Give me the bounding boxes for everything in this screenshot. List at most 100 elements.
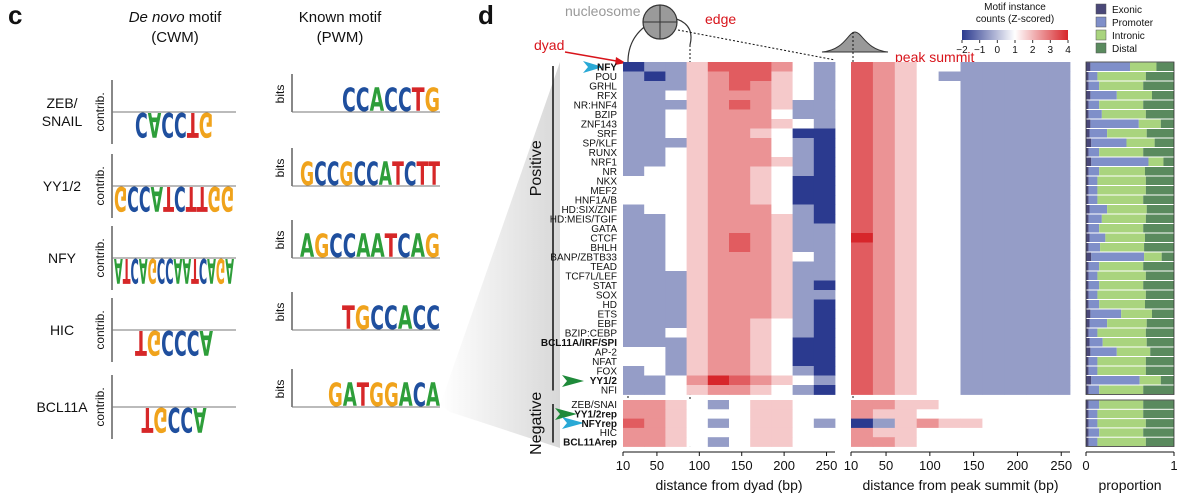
heatmap-cell [665,409,687,419]
heatmap-cell [623,418,645,429]
proportion-bar [1161,252,1174,261]
heatmap-cell [894,356,918,367]
x-tick-label: 10 [844,458,858,473]
heatmap-cell [792,347,815,357]
heatmap-cell [750,166,772,177]
proportion-bar [1086,271,1089,280]
heatmap-cell [686,185,709,196]
heatmap-cell [750,71,772,82]
logo-letter: A [426,377,440,414]
heatmap-cell [982,242,1005,253]
heatmap-cell [771,427,793,438]
heatmap-cell [644,90,666,101]
heatmap-cell [1004,71,1027,82]
heatmap-cell [771,242,793,253]
motif-name: YY1/2 [43,178,81,194]
heatmap-cell [982,280,1005,291]
proportion-bar [1086,176,1089,185]
heatmap-cell [665,356,687,367]
heatmap-cell [1004,400,1027,410]
heatmap-cell [729,356,751,367]
heatmap-cell [750,138,772,148]
logo-letter: C [165,250,173,289]
heatmap-cell [938,242,961,253]
heatmap-cell [813,147,836,158]
proportion-bar [1097,271,1146,280]
heatmap-cell [729,166,751,177]
heatmap-cell [750,299,772,310]
pwm-subtitle: (PWM) [317,29,364,46]
logo-letter: A [379,156,393,193]
heatmap-cell [792,195,815,205]
proportion-bar [1097,176,1146,185]
heatmap-cell [707,147,730,158]
heatmap-cell [894,138,918,148]
heatmap-cell [707,214,730,224]
row-label: NR:HNF4 [574,100,618,111]
heatmap-cell [644,427,666,438]
bar-frame [1085,399,1175,447]
proportion-bar [1099,100,1144,109]
heatmap-cell [686,195,709,205]
heatmap-cell [982,81,1005,91]
heatmap-cell [982,400,1005,410]
logo-letter: G [425,228,440,265]
heatmap-cell [771,214,793,224]
heatmap-cell [1004,128,1027,139]
bar-frame [1085,61,1175,395]
heatmap-cell [686,242,709,253]
heatmap-cell [729,271,751,281]
heatmap-cell [1048,299,1071,310]
heatmap-cell [916,195,939,205]
heatmap-cell [851,328,874,338]
heatmap-cell [1004,328,1027,338]
logo-letter: A [151,178,163,217]
row-label: NFY [597,62,617,73]
heatmap-cell [729,437,751,447]
heatmap-cell [872,100,896,110]
proportion-bar [1101,110,1146,119]
heatmap-cell [916,409,939,419]
heatmap-cell [771,90,793,101]
logo-letter: C [157,250,165,289]
heatmap-cell [872,427,896,438]
heatmap-cell [792,356,815,367]
heatmap-cell [813,418,836,429]
row-label: TCF7L/LEF [565,271,617,282]
proportion-bar [1144,167,1174,176]
heatmap-cell [707,261,730,272]
cwm-title-italic: De novo [129,9,185,26]
heatmap-cell [982,195,1005,205]
heatmap-cell [686,427,709,438]
heatmap-cell [729,90,751,101]
proportion-bar [1086,319,1090,328]
logo-letter: A [182,250,191,289]
proportion-bar [1088,148,1100,157]
heatmap-cell [707,318,730,329]
proportion-bar [1099,167,1145,176]
heatmap-cell [1048,223,1071,234]
legend-swatch [1095,16,1107,28]
heatmap-cell [686,337,709,348]
colorbar-tick-label: −1 [974,45,986,56]
heatmap-cell [750,427,772,438]
heatmap-cell [960,128,983,139]
proportion-bar [1097,72,1146,81]
heatmap-cell [644,409,666,419]
cwm-logo: TGCCA [142,399,207,438]
logo-letter: A [148,104,162,143]
logo-letter: C [135,104,148,143]
heatmap-cell [750,90,772,101]
proportion-bar [1089,319,1108,328]
heatmap-cell [623,166,645,177]
heatmap-cell [872,356,896,367]
heatmap-cell [813,318,836,329]
heatmap-cell [644,252,666,262]
heatmap-cell [938,195,961,205]
proportion-bar [1088,428,1100,437]
row-label: TEAD [590,262,617,273]
heatmap-cell [644,385,666,395]
heatmap-cell [894,81,918,91]
heatmap-cell [1026,280,1049,291]
